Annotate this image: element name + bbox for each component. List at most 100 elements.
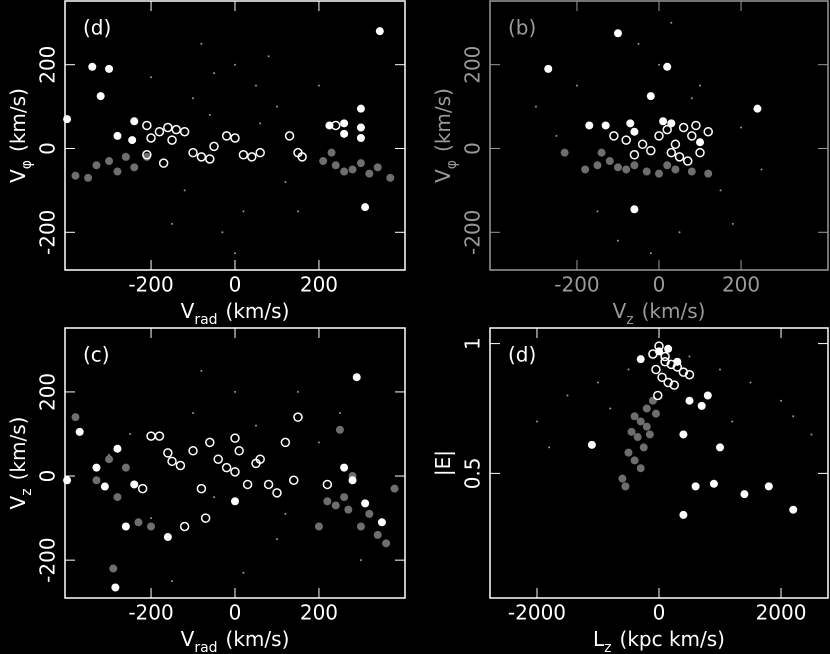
point (780, 399, 783, 402)
point (63, 476, 72, 485)
point (622, 165, 631, 174)
point (630, 412, 639, 421)
y-tick-label: 200 (36, 373, 60, 411)
point (664, 344, 673, 353)
point (764, 482, 773, 491)
point (375, 27, 384, 36)
x-axis-label: Vrad (km/s) (181, 627, 290, 654)
y-axis-label: Vφ (km/s) (6, 88, 36, 183)
point (84, 173, 93, 182)
x-axis-label-part: (kpc km/s) (620, 627, 725, 651)
point (234, 63, 236, 66)
point (544, 64, 553, 73)
point (682, 156, 693, 166)
point (593, 161, 602, 170)
point (171, 124, 181, 135)
y-tick-label: 0 (36, 470, 60, 483)
point (678, 231, 681, 234)
x-axis-label-part: V (181, 299, 195, 323)
point (234, 446, 244, 456)
x-axis-label-part: (km/s) (226, 299, 290, 323)
point (317, 84, 320, 87)
point (146, 431, 156, 441)
point (208, 113, 211, 116)
point (658, 63, 660, 66)
point (627, 427, 636, 436)
point (674, 152, 685, 162)
point (596, 381, 599, 384)
point (111, 583, 120, 592)
point (630, 127, 639, 136)
panel: -2000 0 2000 0.5 1 (d) Lz (kpc km/s) |E| (431, 327, 829, 654)
point (129, 432, 132, 435)
point (188, 446, 198, 456)
x-axis-label-part: V (613, 299, 627, 323)
point (275, 105, 278, 108)
point (196, 152, 207, 162)
point (340, 119, 349, 128)
point (688, 355, 691, 358)
point (280, 437, 291, 448)
y-tick-label: 200 (36, 46, 60, 84)
point (175, 460, 186, 471)
point (666, 147, 677, 158)
x-tick-label: 0 (653, 601, 666, 625)
point (121, 522, 130, 531)
point (613, 163, 622, 172)
point (669, 380, 680, 390)
y-tick-label: 1 (461, 337, 485, 350)
point (230, 433, 240, 443)
point (657, 372, 667, 383)
point (317, 441, 320, 444)
point (92, 161, 101, 170)
point (142, 120, 152, 131)
point (163, 122, 173, 133)
x-tick-label: 2000 (756, 601, 807, 625)
point (130, 480, 139, 489)
point (234, 390, 236, 393)
point (340, 129, 349, 138)
point (105, 64, 114, 73)
point (92, 463, 101, 472)
point (587, 440, 596, 449)
point (613, 29, 622, 38)
point (609, 131, 619, 141)
point (581, 165, 590, 174)
point (731, 420, 734, 423)
y-axis-label-part: (km/s) (6, 417, 30, 481)
panel-label: (b) (508, 16, 536, 40)
point (272, 488, 282, 498)
point (254, 84, 257, 87)
x-tick-label: -200 (128, 601, 173, 625)
y-axis-label-part: V (6, 169, 30, 183)
y-tick-label: 0.5 (461, 457, 485, 489)
point (179, 521, 190, 532)
x-axis-label: Lz (kpc km/s) (593, 627, 725, 654)
point (154, 126, 165, 137)
point (535, 420, 538, 423)
point (238, 150, 249, 160)
point (234, 252, 236, 255)
point (331, 161, 340, 170)
point (179, 126, 190, 137)
point (221, 131, 232, 141)
point (716, 443, 725, 452)
point (373, 163, 382, 172)
point (624, 448, 633, 457)
point (365, 509, 374, 518)
point (340, 167, 349, 176)
point (150, 517, 153, 520)
x-axis-label: Vz (km/s) (613, 299, 706, 329)
point (679, 510, 688, 519)
y-tick-label: 200 (461, 46, 485, 84)
point (636, 417, 645, 426)
point (92, 476, 101, 485)
y-axis-label-part: φ (19, 160, 35, 169)
point (289, 475, 299, 485)
point (810, 433, 813, 436)
y-axis-label: Vφ (km/s) (431, 88, 461, 183)
point (183, 189, 186, 192)
point (105, 455, 114, 464)
point (255, 454, 265, 464)
